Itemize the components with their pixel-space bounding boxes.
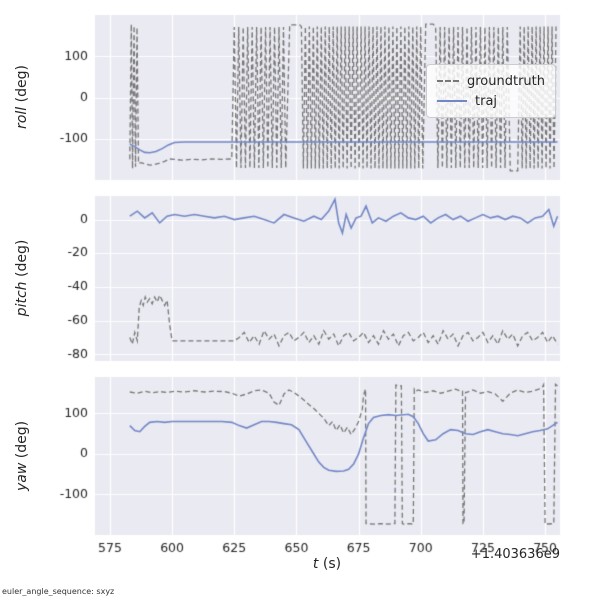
ylabel-yaw-unit: (deg): [14, 420, 30, 463]
legend: groundtruth traj: [426, 64, 556, 118]
corner-note: euler_angle_sequence: sxyz: [2, 587, 115, 596]
ylabel-roll-var: roll: [14, 106, 30, 129]
legend-label-groundtruth: groundtruth: [466, 73, 545, 89]
ylabel-pitch-var: pitch: [14, 281, 30, 317]
xlabel-var: t: [312, 556, 319, 572]
ylabel-pitch-unit: (deg): [14, 239, 30, 282]
ylabel-pitch: pitch (deg): [14, 193, 34, 363]
xlabel: t (s): [227, 556, 427, 572]
solid-line-sample: [437, 100, 467, 102]
x-axis-offset-text: +1.403636e9: [470, 547, 560, 562]
ylabel-yaw: yaw (deg): [14, 371, 34, 541]
ylabel-yaw-var: yaw: [14, 462, 30, 492]
ylabel-roll: roll (deg): [14, 12, 34, 182]
legend-entry-groundtruth: groundtruth: [437, 71, 545, 91]
dashed-line-sample: [437, 80, 459, 82]
legend-entry-traj: traj: [437, 91, 545, 111]
ylabel-roll-unit: (deg): [14, 65, 30, 107]
xlabel-unit: (s): [318, 556, 342, 572]
legend-label-traj: traj: [475, 93, 498, 109]
